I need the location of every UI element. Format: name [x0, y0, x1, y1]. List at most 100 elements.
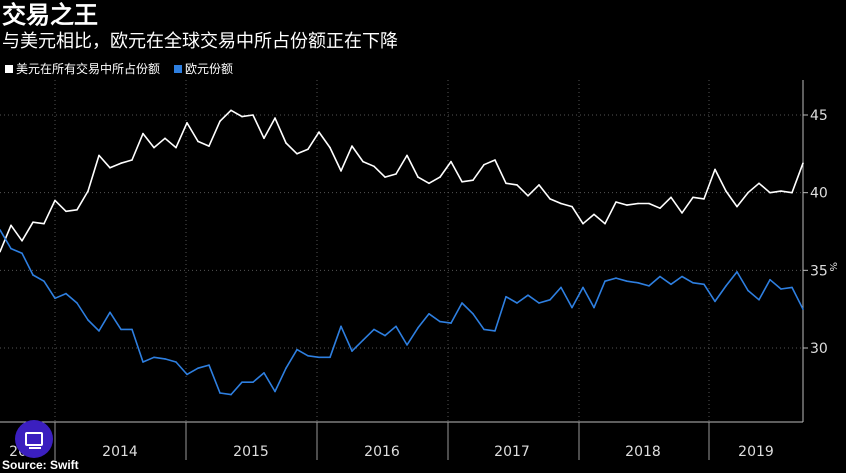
series-0-point-28: [307, 148, 309, 150]
series-1-point-53: [582, 286, 584, 289]
series-1-point-0: [0, 229, 1, 231]
series-0-point-3: [32, 221, 34, 223]
series-0-point-40: [439, 176, 441, 178]
series-0-point-6: [65, 210, 67, 213]
series-1-point-14: [153, 356, 155, 359]
series-0-point-14: [153, 146, 155, 149]
series-1-point-23: [252, 381, 254, 384]
series-0-point-69: [758, 182, 760, 185]
series-0-point-56: [615, 201, 617, 203]
series-0-point-19: [208, 145, 210, 147]
series-1-point-16: [175, 361, 177, 363]
series-1-point-67: [736, 271, 738, 273]
series-0-point-39: [428, 182, 430, 185]
legend-label-eur: 欧元份额: [185, 62, 234, 76]
series-1-point-39: [428, 313, 430, 315]
series-0-point-68: [747, 191, 749, 194]
series-1-point-13: [142, 361, 144, 363]
series-1-point-65: [714, 300, 716, 303]
chart-subtitle: 与美元相比，欧元在全球交易中所占份额正在下降: [2, 31, 398, 52]
xtick-label-2016: 2016: [364, 444, 400, 460]
series-0-point-18: [197, 140, 199, 143]
series-1-point-69: [758, 299, 760, 301]
series-0-point-45: [494, 159, 496, 161]
series-0-point-16: [175, 146, 177, 149]
series-0-point-36: [395, 173, 397, 175]
series-0-point-17: [186, 122, 188, 124]
series-1-point-52: [571, 306, 573, 309]
series-1-point-1: [10, 247, 12, 250]
series-1-point-31: [340, 325, 342, 328]
legend-item-eur: 欧元份额: [174, 61, 233, 77]
ytick-label-30: 30: [810, 341, 828, 357]
series-0-point-38: [417, 176, 419, 178]
series-1-point-15: [164, 358, 166, 360]
series-0-point-67: [736, 205, 738, 208]
series-1-point-61: [670, 283, 672, 286]
series-0-point-43: [472, 179, 474, 181]
series-0-point-26: [285, 142, 287, 144]
legend-swatch-usd: [5, 65, 13, 73]
series-0-point-71: [780, 190, 782, 192]
series-0-point-51: [560, 202, 562, 205]
series-0-point-47: [516, 184, 518, 186]
series-1-point-6: [65, 292, 67, 295]
series-0-point-49: [538, 184, 540, 186]
series-0-point-29: [318, 131, 320, 133]
source-note: Source: Swift: [2, 458, 79, 472]
video-toggle-button[interactable]: [15, 420, 53, 458]
series-0-point-50: [549, 198, 551, 200]
series-0-point-61: [670, 196, 672, 199]
series-0-point-35: [384, 176, 386, 178]
series-line-1: [0, 229, 804, 396]
series-1-point-51: [560, 286, 562, 289]
series-1-point-50: [549, 299, 551, 301]
series-0-point-54: [593, 213, 595, 216]
series-points-0: [0, 109, 804, 253]
series-0-point-8: [87, 190, 89, 192]
series-1-point-38: [417, 327, 419, 329]
series-1-point-8: [87, 319, 89, 321]
xtick-label-2014: 2014: [102, 444, 138, 460]
series-1-point-9: [98, 330, 100, 332]
series-1-point-4: [43, 280, 45, 283]
series-1-point-32: [351, 350, 353, 352]
series-1-point-72: [791, 286, 793, 289]
legend: 美元在所有交易中所占份额 欧元份额: [5, 61, 243, 77]
series-1-point-11: [120, 328, 122, 331]
series-1-point-71: [780, 288, 782, 290]
series-1-point-73: [802, 308, 804, 311]
series-1-point-22: [241, 381, 243, 384]
series-0-point-42: [461, 181, 463, 183]
series-0-point-15: [164, 137, 166, 140]
series-0-point-32: [351, 145, 353, 147]
series-0-point-12: [131, 159, 133, 161]
ytick-label-35: 35: [810, 263, 828, 279]
legend-item-usd: 美元在所有交易中所占份额: [5, 61, 160, 77]
series-0-point-60: [659, 207, 661, 209]
series-0-point-25: [274, 117, 276, 119]
series-1-point-7: [76, 302, 78, 304]
series-0-point-59: [648, 202, 650, 205]
series-1-point-20: [219, 392, 221, 394]
series-1-point-63: [692, 282, 694, 284]
series-1-point-19: [208, 364, 210, 366]
series-line-0: [0, 109, 804, 253]
series-1-point-55: [604, 280, 606, 283]
series-1-point-46: [505, 295, 507, 298]
series-0-point-30: [329, 146, 331, 149]
series-0-point-24: [263, 137, 265, 140]
series-1-point-49: [538, 302, 540, 304]
series-1-point-59: [648, 285, 650, 287]
series-1-point-70: [769, 278, 771, 281]
series-1-point-40: [439, 320, 441, 323]
series-1-point-62: [681, 275, 683, 278]
series-1-point-37: [406, 344, 408, 346]
series-0-point-62: [681, 212, 683, 214]
series-0-point-65: [714, 168, 716, 171]
xtick-label-2018: 2018: [625, 444, 661, 460]
series-0-point-13: [142, 132, 144, 135]
series-1-point-21: [230, 393, 232, 396]
series-1-point-12: [131, 328, 133, 331]
